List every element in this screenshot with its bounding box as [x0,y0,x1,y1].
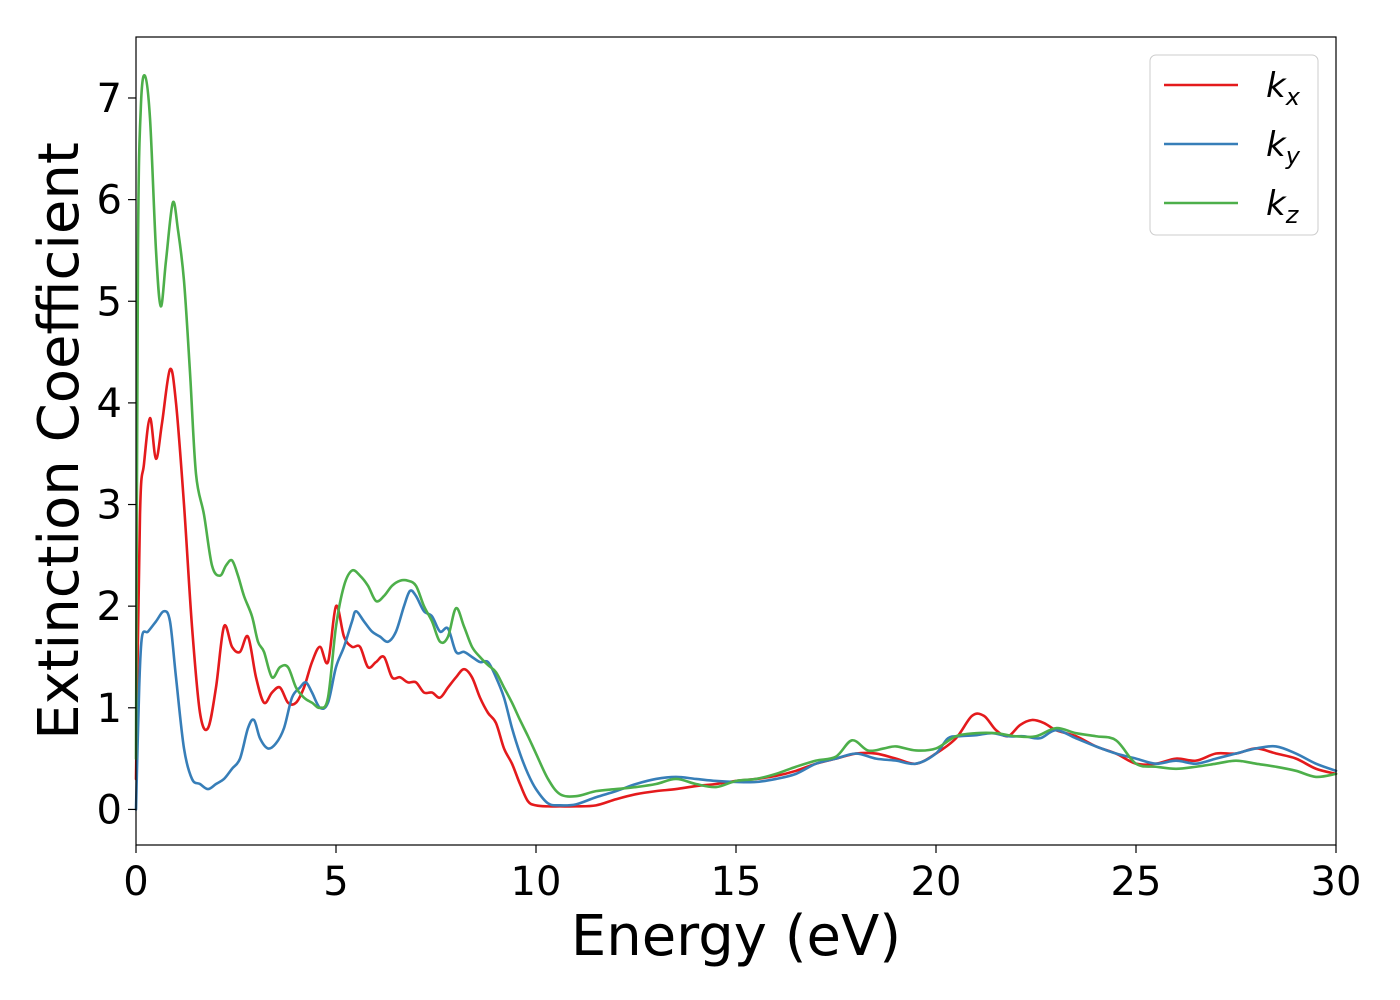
y-tick-label: 7 [97,76,122,122]
y-tick-label: 2 [97,584,122,630]
y-tick-label: 0 [97,787,122,833]
x-tick-label: 5 [323,859,348,905]
legend-label-y: ky [1266,125,1301,170]
y-axis-ticks: 0 1 2 3 4 5 6 7 [97,76,136,833]
y-tick-label: 6 [97,178,122,224]
series-line-z [134,74,1338,798]
x-axis-title: Energy (eV) [571,904,901,969]
x-tick-label: 0 [123,859,148,905]
x-tick-label: 30 [1311,859,1362,905]
y-axis-title: Extinction Coefficient [27,142,92,740]
legend-label-x: kx [1266,66,1301,111]
y-tick-label: 3 [97,483,122,529]
series-line-x [134,367,1338,808]
x-tick-label: 15 [711,859,762,905]
x-tick-label: 10 [511,859,562,905]
legend-label-z: kz [1266,184,1300,229]
x-tick-label: 20 [911,859,962,905]
y-tick-label: 4 [97,381,122,427]
y-tick-label: 5 [97,279,122,325]
legend: kx ky kz [1149,54,1319,236]
series-layer [134,74,1338,811]
y-tick-label: 1 [97,686,122,732]
x-axis-ticks: 0 5 10 15 20 25 30 [123,845,1361,905]
x-tick-label: 25 [1111,859,1162,905]
